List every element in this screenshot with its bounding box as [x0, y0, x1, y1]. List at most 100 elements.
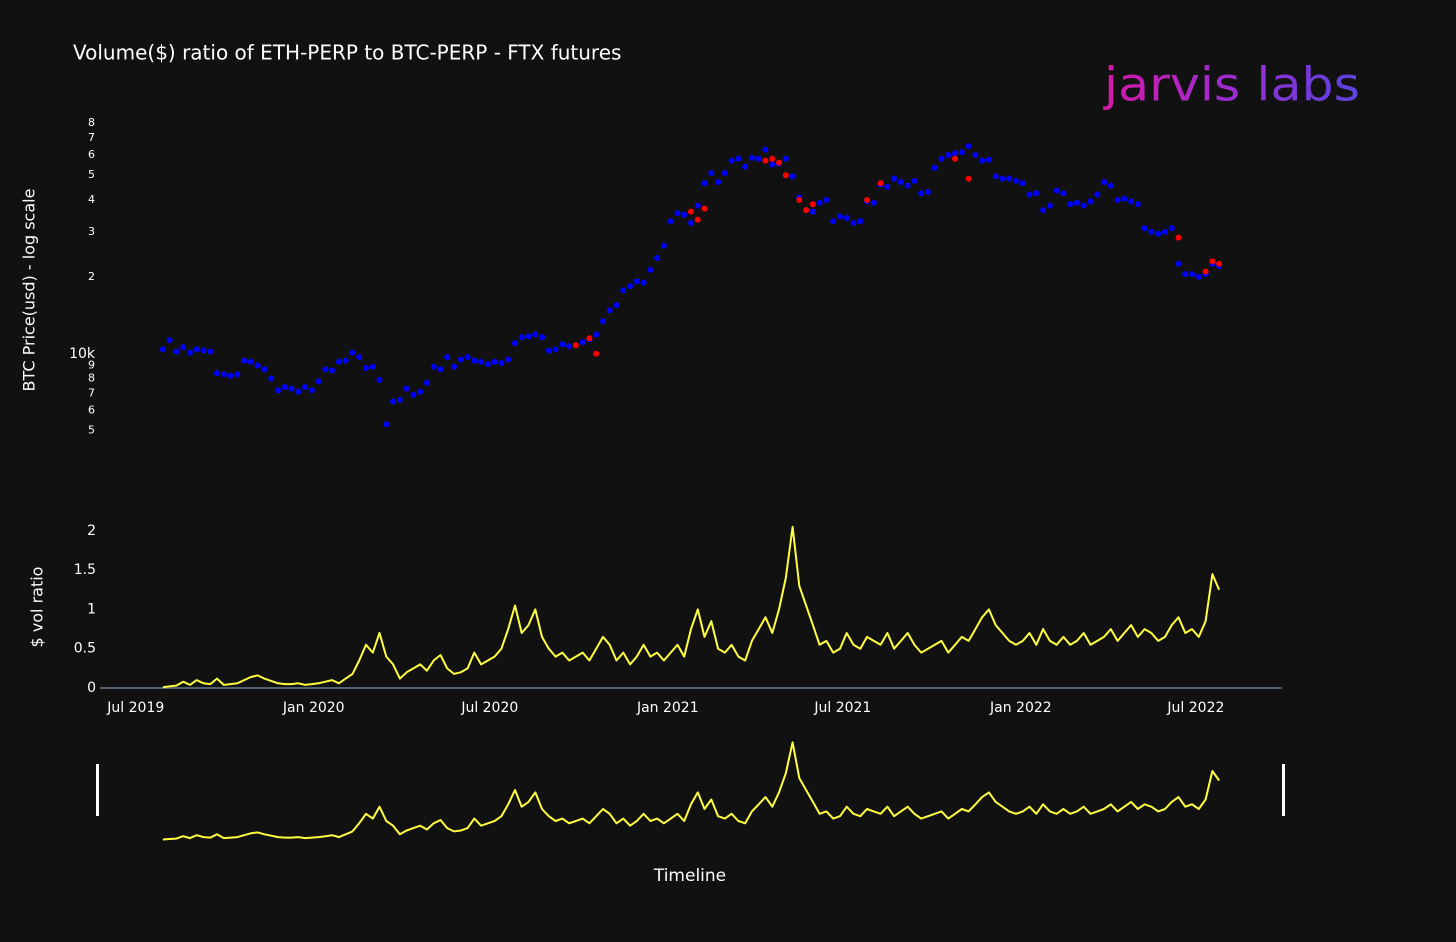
- data-point: [444, 354, 451, 361]
- x-tick-label: Jul 2022: [1166, 700, 1224, 716]
- data-point: [985, 156, 992, 163]
- data-point: [498, 360, 505, 367]
- data-point: [227, 372, 234, 379]
- data-point: [1019, 180, 1026, 187]
- data-point: [965, 143, 972, 150]
- data-point: [308, 387, 315, 394]
- y-axis-label: BTC Price(usd) - log scale: [20, 189, 39, 392]
- data-point: [688, 208, 694, 215]
- data-point: [965, 175, 972, 182]
- data-point: [390, 398, 397, 405]
- data-point: [403, 385, 410, 392]
- data-point: [362, 364, 369, 371]
- data-point: [539, 334, 546, 341]
- data-point: [457, 356, 464, 363]
- data-point: [952, 150, 959, 157]
- data-point: [803, 207, 810, 214]
- data-point: [566, 343, 573, 350]
- data-point: [572, 342, 579, 349]
- data-point: [532, 331, 539, 338]
- data-point: [1006, 175, 1013, 182]
- data-point: [992, 173, 999, 180]
- data-point: [843, 214, 850, 221]
- data-point: [471, 357, 478, 364]
- y-axis-label: $ vol ratio: [28, 567, 47, 648]
- y-tick-label: 7: [88, 131, 95, 144]
- data-point: [762, 157, 769, 164]
- logo: jarvis labs: [1103, 58, 1360, 112]
- y-tick-label: 4: [88, 193, 95, 206]
- data-point: [999, 175, 1006, 182]
- y-tick-label: 1.5: [74, 562, 96, 578]
- data-point: [518, 334, 525, 341]
- data-point: [1094, 191, 1101, 198]
- data-point: [525, 333, 532, 340]
- data-point: [769, 155, 776, 162]
- data-point: [823, 196, 830, 203]
- data-point: [1182, 271, 1189, 278]
- range-slider-line: [162, 741, 1220, 841]
- data-point: [864, 196, 871, 203]
- data-point: [972, 151, 979, 158]
- data-point: [1161, 228, 1168, 235]
- data-point: [816, 199, 823, 206]
- range-handle[interactable]: [96, 764, 99, 816]
- data-point: [640, 279, 647, 286]
- data-point: [938, 155, 945, 162]
- data-point: [1155, 230, 1162, 237]
- data-point: [254, 362, 261, 369]
- data-point: [200, 347, 207, 354]
- chart-title: Volume($) ratio of ETH-PERP to BTC-PERP …: [73, 41, 621, 65]
- data-point: [410, 391, 417, 398]
- y-tick-label: 9: [88, 358, 95, 371]
- data-point: [654, 255, 661, 262]
- data-point: [809, 208, 816, 215]
- x-tick-label: Jul 2019: [106, 700, 164, 716]
- data-point: [1033, 190, 1040, 197]
- data-point: [742, 163, 749, 170]
- data-point: [484, 361, 491, 368]
- y-tick-label: 7: [88, 386, 95, 399]
- data-point: [261, 366, 268, 373]
- data-point: [884, 183, 891, 190]
- data-point: [857, 218, 864, 225]
- data-point: [701, 205, 708, 212]
- y-tick-label: 10k: [69, 346, 96, 362]
- y-tick-label: 2: [87, 523, 96, 539]
- data-point: [796, 196, 803, 203]
- data-point: [559, 341, 566, 348]
- data-point: [1141, 225, 1148, 232]
- data-point: [721, 170, 728, 177]
- y-tick-label: 5: [88, 168, 95, 181]
- data-point: [897, 179, 904, 186]
- data-point: [186, 349, 193, 356]
- x-tick-label: Jul 2021: [813, 700, 871, 716]
- data-point: [1107, 182, 1114, 189]
- data-point: [1114, 196, 1121, 203]
- data-point: [423, 379, 430, 386]
- data-point: [383, 421, 390, 428]
- data-point: [505, 356, 512, 363]
- data-point: [220, 371, 227, 378]
- data-point: [694, 202, 701, 209]
- data-point: [552, 346, 559, 353]
- data-point: [295, 388, 302, 395]
- y-tick-label: 8: [88, 116, 95, 129]
- data-point: [335, 358, 342, 365]
- data-point: [579, 339, 586, 346]
- data-point: [904, 182, 911, 189]
- data-point: [491, 358, 498, 365]
- y-tick-label: 6: [88, 148, 95, 161]
- line: [162, 525, 1221, 689]
- data-point: [430, 363, 437, 370]
- data-point: [782, 172, 789, 179]
- data-point: [728, 157, 735, 164]
- data-point: [979, 157, 986, 164]
- data-point: [613, 302, 620, 309]
- data-point: [1209, 258, 1216, 265]
- data-point: [674, 210, 681, 217]
- data-point: [1168, 225, 1175, 232]
- range-handle[interactable]: [1282, 764, 1285, 816]
- data-point: [1216, 260, 1223, 267]
